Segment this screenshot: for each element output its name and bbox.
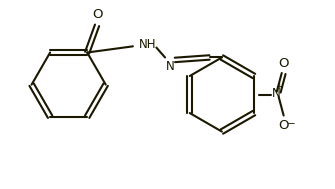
Text: N: N	[272, 87, 281, 100]
Text: N: N	[166, 60, 175, 73]
Text: O: O	[278, 119, 289, 132]
Text: NH: NH	[139, 38, 156, 51]
Text: −: −	[287, 119, 296, 129]
Text: +: +	[275, 82, 283, 91]
Text: O: O	[278, 57, 289, 70]
Text: O: O	[92, 8, 102, 21]
